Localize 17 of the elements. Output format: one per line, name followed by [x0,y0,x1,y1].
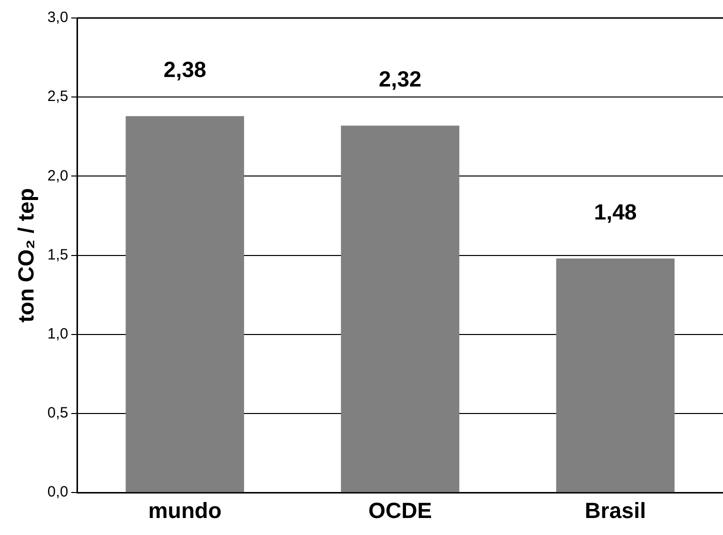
bar [556,258,675,492]
y-tick-label: 2,5 [47,88,68,106]
y-axis-title: ton CO₂ / tep [13,188,38,323]
y-tick-label: 3,0 [47,9,68,26]
data-label: 2,32 [378,66,422,92]
bar [340,126,460,492]
data-label: 1,48 [594,200,637,225]
x-tick-label: mundo [148,498,222,523]
y-tick-label: 0,0 [47,484,68,501]
y-tick-label: 1,5 [47,246,68,264]
bar [126,116,244,492]
data-label: 2,38 [163,57,206,82]
x-tick-label: Brasil [584,498,646,523]
y-tick-label: 1,0 [47,326,68,343]
x-tick-label: OCDE [368,498,432,523]
y-tick-label: 2,0 [47,167,68,184]
y-tick-label: 0,5 [47,404,68,422]
